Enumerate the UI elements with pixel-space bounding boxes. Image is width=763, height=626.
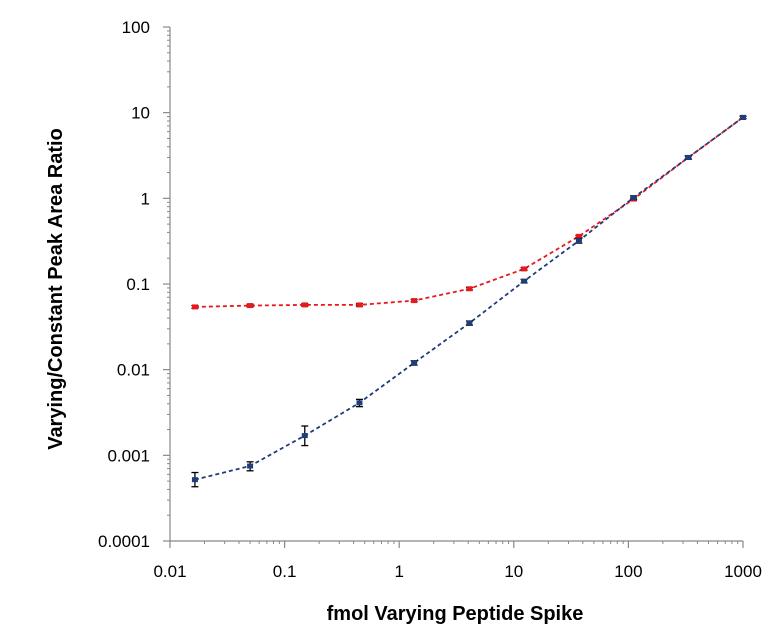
data-point [411, 360, 418, 366]
data-point [521, 266, 528, 272]
x-axis-title: fmol Varying Peptide Spike [327, 603, 584, 625]
data-point [301, 302, 308, 308]
x-tick-label: 1000 [724, 562, 762, 581]
x-tick-label: 10 [504, 562, 523, 581]
series-line [194, 116, 744, 481]
data-point [301, 433, 308, 439]
y-tick-label: 10 [131, 104, 150, 123]
data-point [411, 298, 418, 304]
y-tick-label: 0.0001 [98, 532, 150, 551]
x-tick-label: 0.1 [273, 562, 297, 581]
data-point [191, 304, 198, 310]
y-tick-label: 100 [122, 18, 150, 37]
data-point [575, 238, 582, 244]
y-tick-label: 0.1 [126, 275, 150, 294]
axes: 0.0001 0.001 0.01 0.1 1 10 100 0.01 0.1 1 10 100 100… [98, 18, 762, 581]
data-point [466, 286, 473, 292]
data-point [740, 114, 746, 120]
y-tick-label: 0.001 [107, 446, 150, 465]
y-axis-title: Varying/Constant Peak Area Ratio [45, 128, 67, 450]
x-tick-label: 100 [614, 562, 642, 581]
series-1 [191, 114, 747, 310]
data-point [247, 463, 254, 469]
data-point [356, 302, 363, 308]
x-tick-label: 1 [394, 562, 403, 581]
series-layer [191, 114, 747, 488]
data-point [466, 320, 473, 326]
data-point [630, 195, 637, 201]
y-tick-label: 1 [141, 189, 150, 208]
y-tick-label: 0.01 [117, 361, 150, 380]
data-point [191, 477, 198, 483]
data-point [685, 154, 692, 160]
x-tick-label: 0.01 [153, 562, 186, 581]
series-line [194, 116, 744, 308]
data-point [575, 233, 582, 239]
data-point [521, 278, 528, 284]
data-point [247, 303, 254, 309]
series-2 [191, 114, 747, 488]
data-point [356, 400, 363, 406]
